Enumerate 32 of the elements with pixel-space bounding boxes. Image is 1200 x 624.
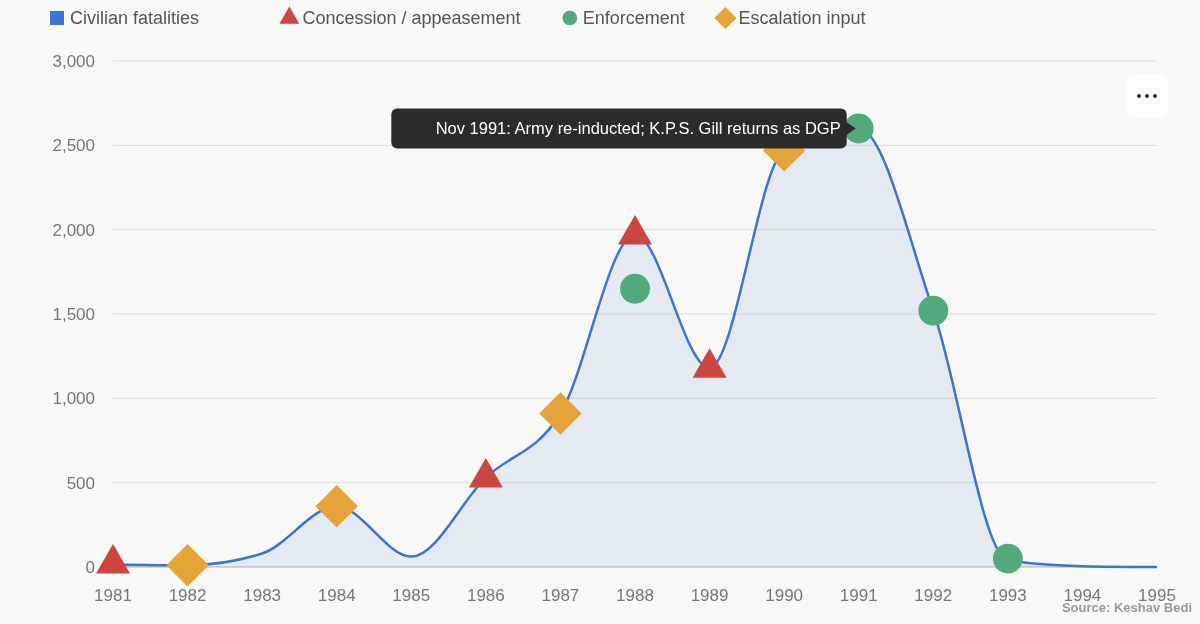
y-tick-label: 2,000 [52, 220, 95, 240]
x-tick-label: 1991 [839, 586, 878, 605]
y-tick-label: 2,500 [52, 136, 95, 156]
x-tick-label: 1983 [243, 586, 282, 605]
source-note: Source: Keshav Bedi [1061, 600, 1192, 615]
point [539, 392, 582, 435]
legend-label: Escalation input [738, 8, 866, 28]
y-tick-label: 1,000 [52, 389, 95, 409]
x-tick-label: 1982 [168, 586, 207, 605]
annotation: Nov 1991: Army re-inducted; K.P.S. Gill returns as DGP [435, 119, 841, 138]
legend-label: Civilian fatalities [70, 8, 200, 28]
y-tick-label: 3,000 [52, 52, 95, 71]
point [992, 543, 1023, 574]
legend-label: Concession / appeasement [302, 8, 521, 28]
x-tick-label: 1987 [541, 586, 580, 605]
x-tick-label: 1989 [690, 586, 729, 605]
x-tick-label: 1986 [466, 586, 505, 605]
x-tick-label: 1992 [914, 586, 953, 605]
point [315, 485, 358, 528]
point [620, 273, 650, 304]
point [166, 544, 209, 587]
x-tick-label: 1988 [616, 586, 654, 605]
y-tick-label: 0 [85, 558, 95, 577]
legend-label: Enforcement [582, 8, 685, 28]
x-tick-label: 1993 [988, 586, 1027, 605]
x-tick-label: 1985 [392, 586, 431, 605]
x-tick-label: 1990 [765, 586, 804, 605]
point [918, 295, 949, 326]
y-tick-label: 500 [66, 473, 95, 493]
y-tick-label: 1,500 [52, 305, 95, 324]
x-tick-label: 1981 [94, 586, 132, 605]
x-tick-label: 1984 [317, 586, 356, 605]
